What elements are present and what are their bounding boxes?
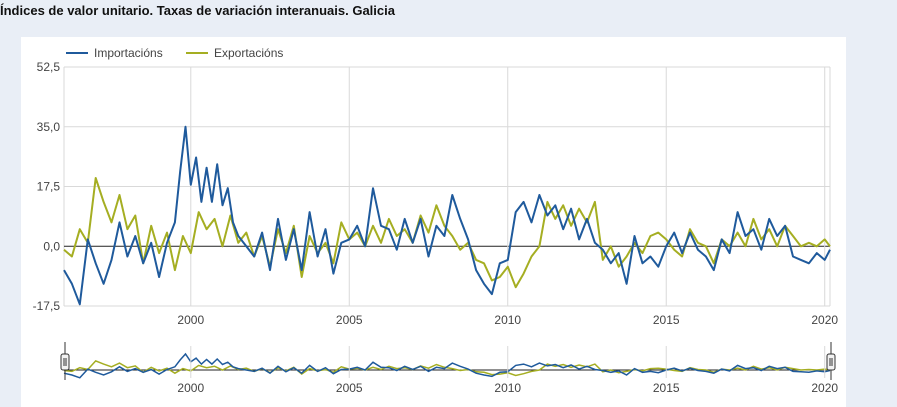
navigator[interactable]: 2000 2005 2010 2015 2020 (60, 342, 838, 395)
x-axis: 2000 2005 2010 2015 2020 (177, 313, 838, 327)
y-axis: 52,5 35,0 17,5 0,0 -17,5 (33, 60, 61, 313)
x-tick-label: 2000 (177, 313, 204, 327)
series-lines (63, 125, 831, 306)
x-tick-label: 2005 (336, 313, 363, 327)
x-tick-label: 2015 (653, 313, 680, 327)
chart-panel (21, 37, 846, 407)
navigator-tick-label: 2005 (336, 381, 363, 395)
navigator-tick-label: 2010 (494, 381, 521, 395)
navigator-tick-label: 2015 (653, 381, 680, 395)
navigator-tick-label: 2020 (811, 381, 838, 395)
legend[interactable]: Importacións Exportacións (66, 46, 283, 60)
y-tick-label: -17,5 (33, 299, 61, 313)
series-line-exportacions[interactable] (63, 177, 831, 289)
legend-label: Importacións (94, 46, 163, 60)
navigator-tick-label: 2000 (177, 381, 204, 395)
x-tick-label: 2010 (494, 313, 521, 327)
navigator-left-handle[interactable] (60, 342, 70, 380)
legend-item-exportacions[interactable]: Exportacións (186, 46, 283, 60)
navigator-right-handle[interactable] (826, 342, 836, 380)
chart-title: Índices de valor unitario. Taxas de vari… (0, 3, 395, 18)
navigator-series-exportacions (63, 360, 831, 377)
y-tick-label: 35,0 (37, 120, 61, 134)
y-tick-label: 52,5 (37, 60, 61, 74)
y-tick-label: 0,0 (43, 239, 60, 253)
x-tick-label: 2020 (811, 313, 838, 327)
legend-label: Exportacións (214, 46, 283, 60)
series-line-importacions[interactable] (63, 125, 831, 306)
legend-item-importacions[interactable]: Importacións (66, 46, 163, 60)
y-tick-label: 17,5 (37, 180, 61, 194)
navigator-series-importacions (63, 352, 831, 379)
